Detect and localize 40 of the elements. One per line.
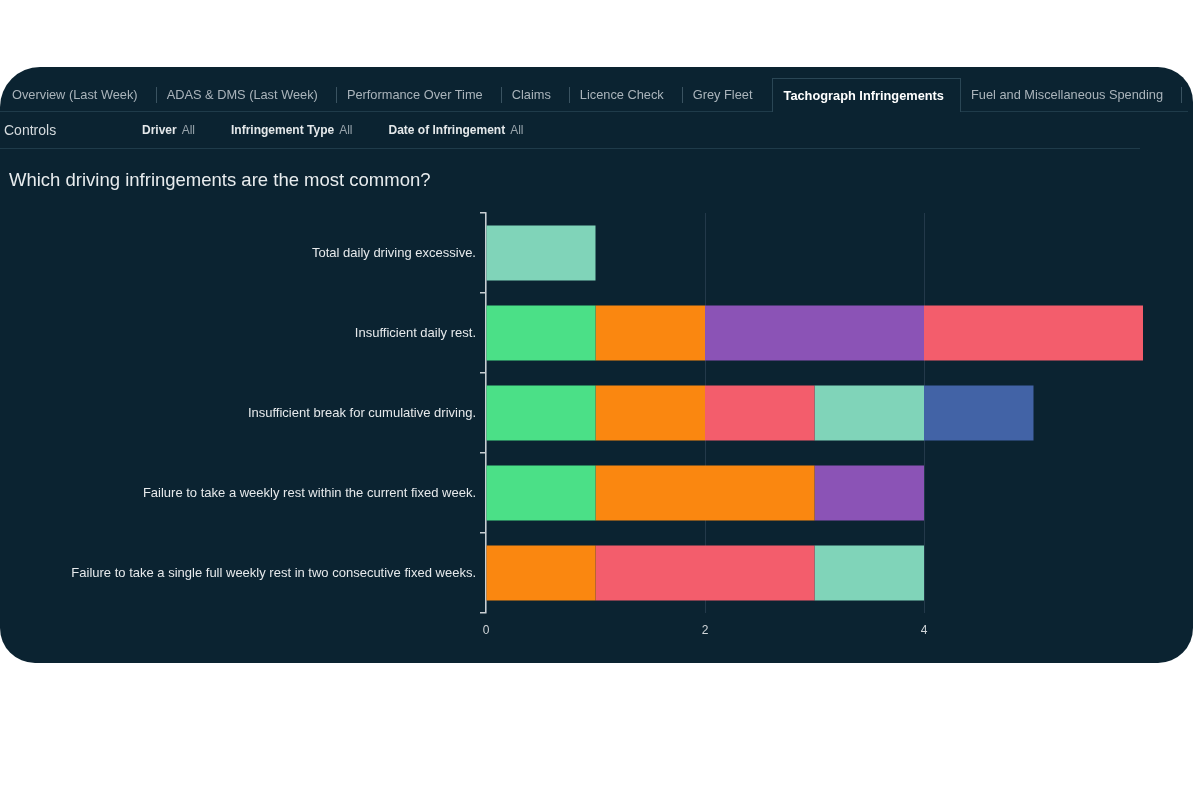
bar — [595, 305, 705, 361]
y-tick-label: Insufficient break for cumulative driving. — [247, 404, 476, 420]
text: Fuel and Miscellaneous Spending — [970, 86, 1164, 103]
bar — [814, 465, 924, 521]
text: Grey Fleet — [692, 86, 753, 103]
text: Overview (Last Week) — [12, 86, 138, 103]
text: All — [510, 123, 524, 137]
x-tick-label: 0 — [482, 622, 490, 637]
text: Infringement Type — [231, 123, 335, 137]
text: All — [181, 123, 196, 137]
text: Controls — [4, 121, 57, 139]
y-tick-label: Failure to take a single full weekly rest in two consecutive fixed weeks. — [71, 564, 476, 580]
x-tick-label: 4 — [920, 622, 928, 637]
bar — [486, 465, 596, 521]
bar — [486, 385, 596, 441]
text: All — [339, 123, 353, 137]
bar — [705, 385, 815, 441]
x-tick-label: 2 — [701, 622, 709, 637]
text: Claims — [511, 86, 551, 103]
bar — [486, 225, 596, 281]
text: Date of Infringement — [388, 123, 506, 137]
bar — [595, 465, 815, 521]
bar — [814, 385, 924, 441]
bar — [595, 385, 705, 441]
text: ADAS & DMS (Last Week) — [166, 86, 318, 103]
text: Licence Check — [579, 86, 664, 103]
bar — [486, 305, 596, 361]
bar — [924, 305, 1143, 361]
bar — [814, 545, 924, 601]
bar — [595, 545, 815, 601]
y-tick-label: Insufficient daily rest. — [354, 324, 476, 340]
y-tick-label: Failure to take a weekly rest within the current fixed week. — [142, 484, 476, 500]
bar — [486, 545, 596, 601]
text: Driver — [142, 123, 177, 137]
text: Which driving infringements are the most common? — [9, 169, 431, 191]
y-tick-label: Total daily driving excessive. — [311, 244, 476, 260]
text: Performance Over Time — [346, 86, 483, 103]
bar — [705, 305, 924, 361]
bar — [924, 385, 1034, 441]
text: Tachograph Infringements — [783, 87, 944, 104]
